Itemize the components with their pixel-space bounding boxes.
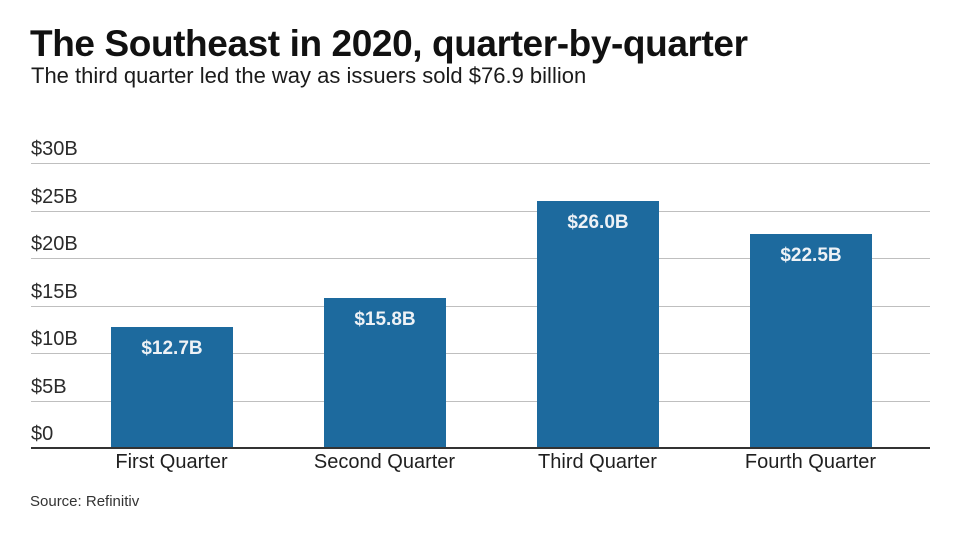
y-axis-tick-label--20b: $20B bbox=[31, 233, 78, 255]
x-axis-label-second-quarter: Second Quarter bbox=[313, 451, 456, 473]
gridline--15b bbox=[31, 306, 930, 307]
source-note: Source: Refinitiv bbox=[30, 493, 140, 510]
bar-fourth-quarter bbox=[750, 234, 872, 448]
y-axis-tick-label--15b: $15B bbox=[31, 281, 78, 303]
x-axis-label-third-quarter: Third Quarter bbox=[538, 451, 657, 473]
bar-first-quarter bbox=[111, 327, 233, 448]
y-axis-tick-label--25b: $25B bbox=[31, 186, 78, 208]
gridline--20b bbox=[31, 258, 930, 259]
y-axis-tick-label--10b: $10B bbox=[31, 328, 78, 350]
bar-second-quarter bbox=[324, 298, 446, 448]
bar-third-quarter bbox=[537, 201, 659, 448]
y-axis-tick-label--0: $0 bbox=[31, 423, 54, 445]
bar-value-label-second-quarter: $15.8B bbox=[354, 309, 416, 330]
y-axis-tick-label--5b: $5B bbox=[31, 376, 67, 398]
bar-value-label-fourth-quarter: $22.5B bbox=[780, 245, 842, 266]
x-axis-label-first-quarter: First Quarter bbox=[115, 451, 228, 473]
gridline--30b bbox=[31, 163, 930, 164]
bar-value-label-first-quarter: $12.7B bbox=[141, 338, 203, 359]
x-axis-baseline bbox=[31, 447, 930, 449]
chart-title: The Southeast in 2020, quarter-by-quarte… bbox=[30, 23, 748, 64]
bar-value-label-third-quarter: $26.0B bbox=[567, 212, 629, 233]
gridline--10b bbox=[31, 353, 930, 354]
x-axis-label-fourth-quarter: Fourth Quarter bbox=[744, 451, 877, 473]
gridline--5b bbox=[31, 401, 930, 402]
chart-subtitle: The third quarter led the way as issuers… bbox=[31, 63, 587, 88]
gridline--25b bbox=[31, 211, 930, 212]
y-axis-tick-label--30b: $30B bbox=[31, 138, 78, 160]
